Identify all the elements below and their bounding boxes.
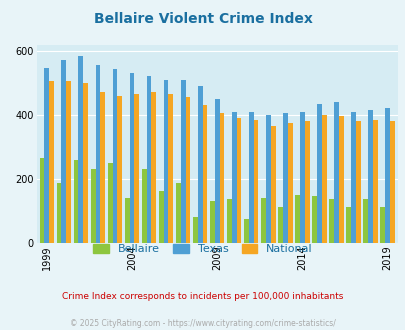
Bar — [61, 60, 66, 243]
Text: Bellaire Violent Crime Index: Bellaire Violent Crime Index — [93, 12, 312, 25]
Bar — [304, 121, 309, 243]
Bar — [384, 109, 389, 243]
Text: © 2025 CityRating.com - https://www.cityrating.com/crime-statistics/: © 2025 CityRating.com - https://www.city… — [70, 319, 335, 328]
Bar — [231, 112, 236, 243]
Bar — [66, 81, 71, 243]
Bar — [316, 104, 321, 243]
Bar — [49, 81, 54, 243]
Bar — [362, 199, 367, 243]
Bar — [282, 113, 287, 243]
Bar — [163, 80, 168, 243]
Bar — [311, 196, 316, 243]
Bar — [117, 96, 122, 243]
Bar — [44, 68, 49, 243]
Bar — [294, 195, 299, 243]
Bar — [100, 92, 105, 243]
Bar — [299, 112, 304, 243]
Bar — [379, 208, 384, 243]
Bar — [253, 119, 258, 243]
Bar — [197, 86, 202, 243]
Bar — [83, 83, 88, 243]
Bar — [107, 163, 112, 243]
Bar — [333, 102, 338, 243]
Bar — [287, 123, 292, 243]
Bar — [260, 198, 265, 243]
Bar — [265, 115, 270, 243]
Bar — [175, 183, 180, 243]
Bar — [141, 169, 146, 243]
Bar — [146, 77, 151, 243]
Legend: Bellaire, Texas, National: Bellaire, Texas, National — [89, 239, 316, 258]
Bar — [192, 217, 197, 243]
Bar — [129, 73, 134, 243]
Bar — [90, 169, 95, 243]
Bar — [236, 118, 241, 243]
Bar — [185, 97, 190, 243]
Bar — [270, 126, 275, 243]
Bar — [321, 115, 326, 243]
Bar — [134, 94, 139, 243]
Bar — [219, 113, 224, 243]
Bar — [95, 65, 100, 243]
Bar — [78, 56, 83, 243]
Bar — [345, 208, 350, 243]
Bar — [389, 121, 394, 243]
Bar — [372, 119, 377, 243]
Bar — [57, 183, 61, 243]
Bar — [214, 99, 219, 243]
Bar — [209, 201, 214, 243]
Bar — [350, 112, 355, 243]
Bar — [338, 116, 343, 243]
Text: Crime Index corresponds to incidents per 100,000 inhabitants: Crime Index corresponds to incidents per… — [62, 292, 343, 301]
Bar — [74, 159, 78, 243]
Bar — [112, 69, 117, 243]
Bar — [277, 207, 282, 243]
Bar — [248, 112, 253, 243]
Bar — [151, 92, 156, 243]
Bar — [158, 191, 163, 243]
Bar — [355, 121, 360, 243]
Bar — [40, 158, 44, 243]
Bar — [328, 199, 333, 243]
Bar — [180, 80, 185, 243]
Bar — [367, 110, 372, 243]
Bar — [243, 218, 248, 243]
Bar — [168, 94, 173, 243]
Bar — [202, 105, 207, 243]
Bar — [124, 198, 129, 243]
Bar — [226, 199, 231, 243]
